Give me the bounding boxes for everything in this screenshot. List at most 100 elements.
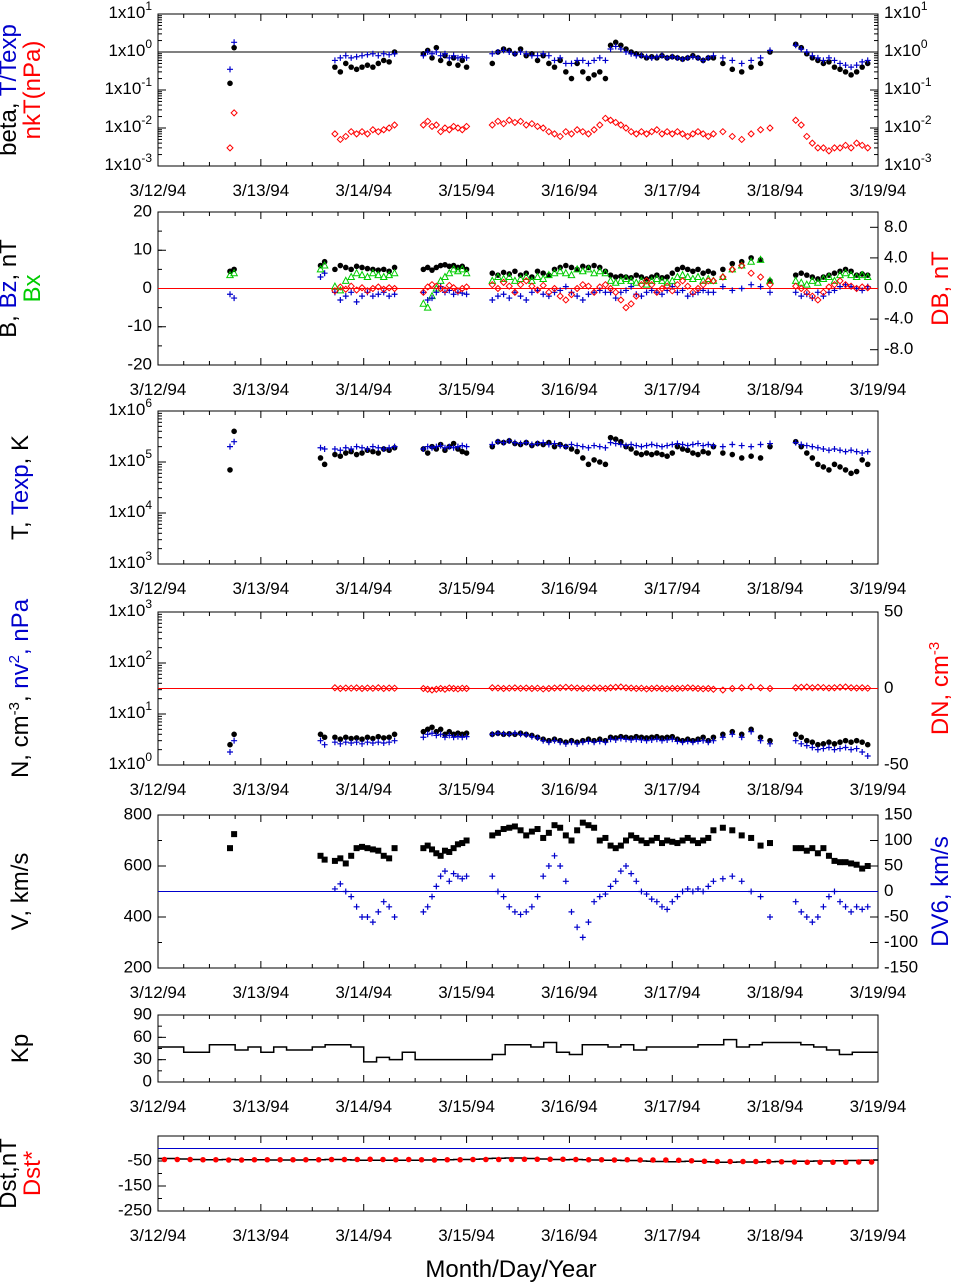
data-point [813, 278, 822, 286]
y-axis-label: V, km/s [7, 853, 34, 931]
data-point [596, 459, 603, 465]
data-point [230, 268, 239, 277]
data-point [393, 1156, 399, 1163]
panel-temperature: 3/12/94 3/13/94 3/14/94 3/15/94 3/16/94 3/17/… [7, 396, 906, 598]
data-point [428, 280, 436, 289]
data-point [859, 748, 866, 755]
data-point [612, 736, 619, 743]
y-tick-label: 1x106 [108, 396, 152, 419]
data-point [516, 117, 525, 126]
data-point [585, 60, 592, 67]
data-point [567, 684, 576, 692]
data-point [391, 443, 398, 450]
data-point [596, 443, 603, 450]
data-point [674, 840, 681, 847]
data-point [747, 130, 755, 138]
data-point [637, 280, 646, 289]
data-point [598, 1156, 605, 1163]
data-point [606, 276, 615, 284]
data-point [450, 734, 457, 741]
data-point [864, 284, 872, 292]
data-point [638, 52, 645, 59]
data-point [380, 852, 387, 859]
x-tick-label: 3/12/94 [130, 983, 187, 1002]
data-point [738, 285, 745, 292]
data-point [868, 1159, 875, 1165]
data-point [321, 445, 328, 452]
x-tick-label: 3/19/94 [850, 983, 907, 1002]
data-point [317, 455, 324, 461]
data-point [359, 64, 365, 70]
data-point [658, 284, 666, 293]
y-tick-label: 600 [124, 855, 152, 874]
x-tick-label: 3/18/94 [747, 181, 804, 200]
data-point [489, 60, 496, 67]
data-point [364, 265, 371, 272]
data-point [719, 54, 726, 61]
data-point [441, 847, 448, 854]
data-point [684, 834, 691, 841]
data-point [226, 144, 234, 152]
x-tick-label: 3/17/94 [644, 579, 701, 598]
data-point [545, 288, 553, 297]
data-point [858, 141, 866, 150]
data-point [579, 684, 587, 693]
data-point [606, 116, 615, 124]
data-point [231, 438, 238, 445]
data-point [511, 730, 518, 737]
data-point [369, 284, 377, 293]
data-point [528, 684, 536, 693]
data-point [420, 845, 427, 852]
data-point [628, 441, 635, 448]
x-tick-label: 3/14/94 [335, 1097, 392, 1116]
y-tick-label: 10 [133, 240, 152, 259]
y-axis-label: beta, T/Texp [0, 24, 22, 156]
data-point [375, 733, 382, 740]
data-point [368, 268, 377, 277]
x-tick-label: 3/19/94 [850, 181, 907, 200]
data-point [757, 455, 764, 461]
data-point [602, 75, 609, 82]
data-point [864, 461, 871, 468]
data-point [825, 283, 833, 291]
x-tick-label: 3/13/94 [232, 181, 289, 200]
data-point [429, 893, 436, 900]
x-tick-label: 3/15/94 [438, 181, 495, 200]
data-point [227, 291, 233, 298]
data-point [560, 1156, 566, 1163]
x-tick-label: 3/12/94 [130, 1097, 187, 1116]
data-point [364, 51, 371, 58]
data-point [337, 453, 344, 459]
data-point [556, 684, 564, 692]
data-point [429, 55, 435, 61]
data-point [534, 893, 541, 900]
data-point [342, 860, 349, 867]
data-point [767, 440, 773, 447]
data-point [632, 130, 640, 138]
data-point [623, 442, 629, 449]
data-point [820, 903, 827, 910]
panel-beta: 3/12/94 3/13/94 3/14/94 3/15/94 3/16/94 3/17/… [0, 0, 932, 200]
data-point [602, 461, 609, 468]
data-point [699, 130, 707, 138]
x-tick-label: 3/18/94 [747, 1097, 804, 1116]
data-point [611, 278, 620, 286]
y-tick-label: 0 [143, 278, 152, 297]
data-point [534, 440, 541, 447]
data-point [814, 444, 821, 451]
data-point [499, 274, 508, 282]
data-point [385, 124, 393, 132]
data-point [792, 684, 800, 692]
data-point [545, 684, 553, 693]
data-point [826, 739, 832, 745]
data-point [612, 878, 619, 885]
data-point [719, 686, 727, 694]
data-point [523, 832, 530, 839]
data-point [859, 865, 866, 872]
data-point [700, 57, 707, 64]
data-point [290, 1156, 296, 1163]
data-point [729, 287, 736, 294]
data-point [579, 296, 586, 303]
data-point [705, 54, 712, 61]
data-point [424, 731, 431, 738]
